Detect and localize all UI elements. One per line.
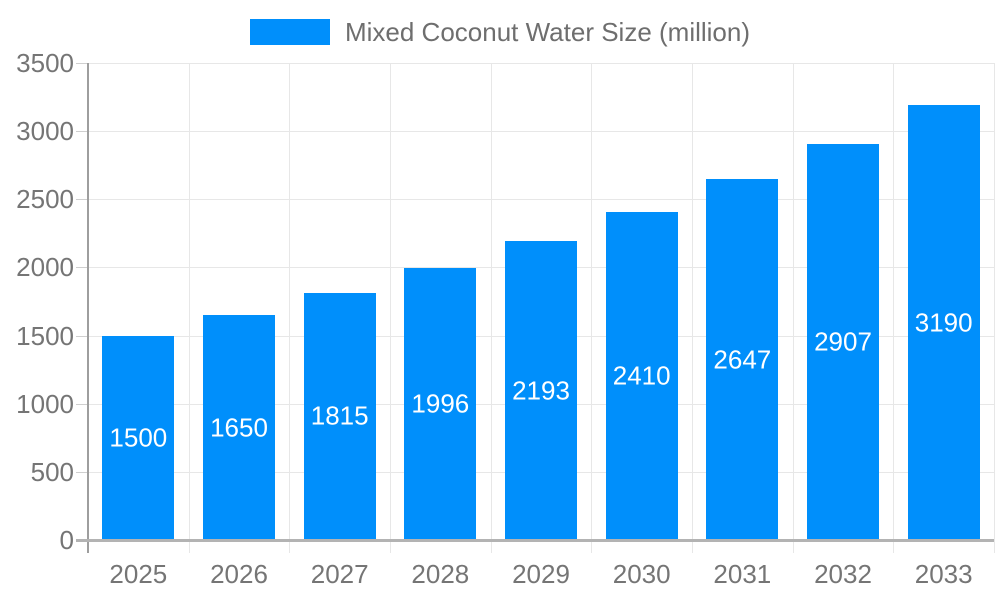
y-axis-label: 3000 xyxy=(16,116,74,147)
y-gridline xyxy=(88,131,994,133)
y-axis-tick xyxy=(76,199,88,201)
bar-value-label: 1996 xyxy=(411,388,470,419)
bar-value-label: 1815 xyxy=(310,400,369,431)
bar[interactable]: 2410 xyxy=(605,211,678,540)
bar[interactable]: 2907 xyxy=(807,143,879,540)
y-axis-label: 3500 xyxy=(16,48,74,78)
bar[interactable]: 2647 xyxy=(706,179,779,540)
x-gridline xyxy=(490,63,492,553)
x-gridline xyxy=(390,63,391,553)
bar[interactable]: 1650 xyxy=(203,315,275,540)
x-gridline xyxy=(692,63,693,553)
bar[interactable]: 3190 xyxy=(907,105,980,540)
legend-label: Mixed Coconut Water Size (million) xyxy=(344,17,751,47)
x-baseline xyxy=(76,539,994,542)
legend[interactable]: Mixed Coconut Water Size (million) xyxy=(0,17,1000,47)
y-axis-label: 1000 xyxy=(16,388,74,419)
y-axis-tick xyxy=(76,63,88,64)
bar-value-label: 3190 xyxy=(914,307,973,338)
x-axis-label: 2028 xyxy=(411,559,470,589)
y-axis-label: 2500 xyxy=(16,184,74,215)
x-axis-label: 2032 xyxy=(814,559,872,589)
y-axis-label: 1500 xyxy=(16,320,74,351)
x-gridline xyxy=(289,63,291,553)
y-axis-tick xyxy=(76,131,88,133)
y-gridline xyxy=(88,63,994,64)
x-axis-label: 2030 xyxy=(612,559,671,589)
bar-value-label: 1500 xyxy=(109,422,168,453)
bar-value-label: 1650 xyxy=(210,412,268,443)
x-axis-label: 2033 xyxy=(914,559,973,589)
bar[interactable]: 1996 xyxy=(404,267,477,540)
bar-value-label: 2410 xyxy=(612,360,671,391)
bar-value-label: 2907 xyxy=(814,326,872,357)
y-axis-label: 0 xyxy=(59,525,74,555)
y-axis-tick xyxy=(76,471,88,473)
x-gridline xyxy=(792,63,794,553)
y-axis-tick xyxy=(76,267,88,269)
x-axis-label: 2029 xyxy=(512,559,570,589)
y-gridline xyxy=(88,199,994,201)
y-axis-label: 2000 xyxy=(16,252,74,283)
y-axis-label: 500 xyxy=(30,456,74,487)
legend-swatch xyxy=(249,19,330,45)
x-axis-label: 2025 xyxy=(109,559,168,589)
bar[interactable]: 1500 xyxy=(102,335,175,540)
y-axis-tick xyxy=(76,335,88,337)
bar-value-label: 2193 xyxy=(512,375,570,406)
y-axis-line xyxy=(87,63,89,553)
plot-area: 1500 1650 1815 1996 2193 2410 2647 2907 3190 xyxy=(76,63,995,553)
x-axis-label: 2027 xyxy=(310,559,369,589)
x-axis-label: 2031 xyxy=(713,559,772,589)
bar[interactable]: 1815 xyxy=(303,292,376,540)
bar[interactable]: 2193 xyxy=(505,241,577,540)
x-gridline xyxy=(893,63,895,553)
y-axis-tick xyxy=(76,403,88,405)
x-gridline xyxy=(994,63,995,553)
x-gridline xyxy=(591,63,593,553)
x-axis-label: 2026 xyxy=(210,559,268,589)
bar-value-label: 2647 xyxy=(713,344,772,375)
x-gridline xyxy=(188,63,190,553)
